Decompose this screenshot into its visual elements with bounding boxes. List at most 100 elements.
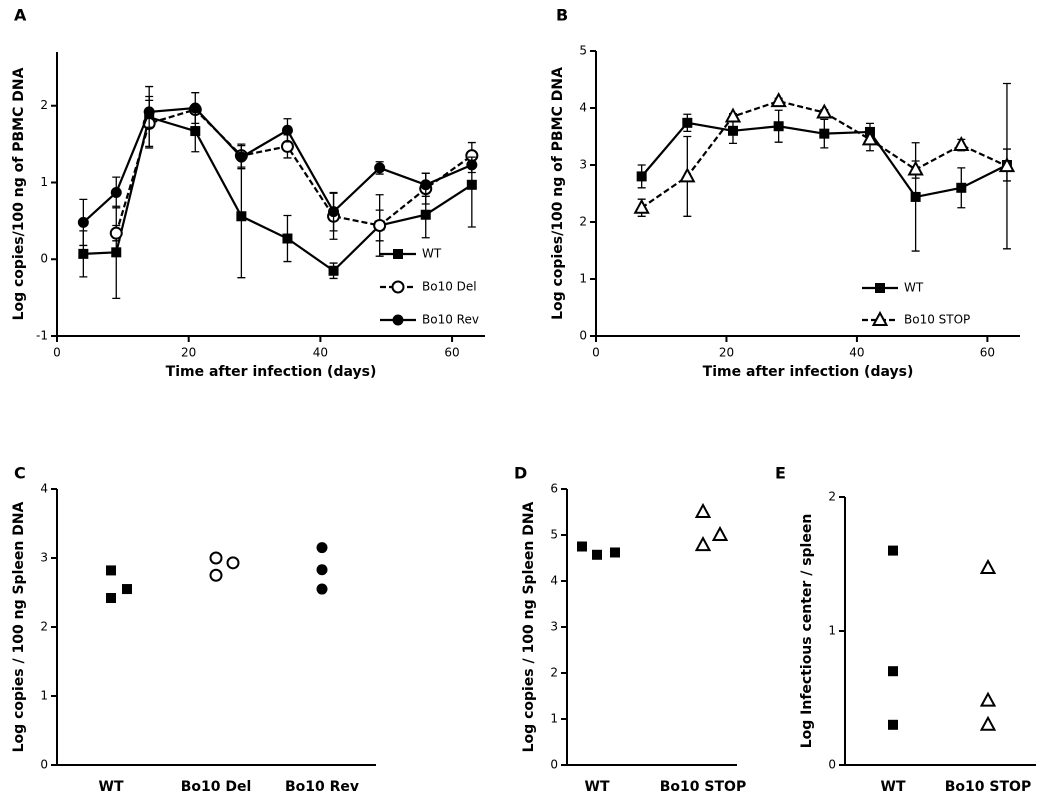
data-point [711,525,729,541]
x-tick-label: 0 [592,346,600,360]
data-point [209,568,223,582]
data-point [679,167,696,183]
legend-label: Bo10 Del [422,280,477,294]
legend-label: WT [904,281,924,295]
y-axis-title: Log copies / 100 ng Spleen DNA [521,501,537,752]
x-axis-title: Time after infection (days) [703,364,914,380]
y-tick-label: 3 [579,158,587,172]
series-line [115,108,473,234]
data-point [209,551,223,565]
y-tick-label: 2 [828,490,836,504]
data-point [110,186,122,198]
y-tick-label: 3 [550,620,558,634]
legend-marker [392,314,404,326]
data-point [316,542,328,554]
data-point [592,549,602,560]
y-tick-label: 0 [550,758,558,772]
panel-label: C [14,464,26,483]
x-tick-label: 20 [719,346,734,360]
y-axis-title: Log copies/100 ng of PBMC DNA [550,67,566,320]
panel-label: D [514,464,527,483]
panel-label: B [556,6,568,25]
series-line [82,106,473,224]
legend-marker [393,249,403,259]
data-point [466,179,477,190]
data-point [861,130,879,146]
legend-marker [391,280,405,294]
data-point [998,157,1016,173]
data-point [682,117,693,128]
y-tick-label: 1 [828,624,836,638]
x-tick-label: Bo10 STOP [945,779,1031,795]
data-point [316,564,328,576]
data-point [282,233,293,244]
data-point [374,162,386,174]
data-point [816,103,833,119]
y-tick-label: 0 [40,758,48,772]
y-tick-label: 5 [579,44,587,58]
data-point [373,218,387,232]
data-point [724,107,742,123]
y-tick-label: -1 [36,329,48,343]
data-point [610,547,620,558]
data-point [979,691,997,707]
data-point [979,715,997,731]
y-tick-label: 5 [550,528,558,542]
data-point [420,209,431,220]
data-point [78,248,89,259]
data-point [143,106,155,118]
data-point [633,198,650,214]
x-tick-label: Bo10 STOP [660,779,746,795]
y-tick-label: 6 [550,482,558,496]
x-tick-label: WT [881,779,906,795]
series-line [83,115,473,273]
data-point [106,565,116,576]
y-tick-label: 2 [40,620,48,634]
data-point [953,135,970,152]
x-tick-label: WT [585,779,610,795]
y-tick-label: 3 [40,551,48,565]
data-point [888,545,898,556]
data-point [577,541,587,552]
y-tick-label: 4 [40,482,48,496]
y-axis-title: Log Infectious center / spleen [799,514,815,749]
x-tick-label: Bo10 Del [181,779,252,795]
x-tick-label: WT [99,779,124,795]
data-point [236,211,247,222]
data-point [770,92,787,108]
data-point [907,160,924,176]
y-axis-title: Log copies/100 ng of PBMC DNA [11,67,27,320]
data-point [281,124,293,136]
y-tick-label: 4 [579,101,587,115]
legend-marker [875,283,885,293]
y-tick-label: 4 [550,574,558,588]
data-point [979,558,997,575]
x-tick-label: 60 [444,346,459,360]
data-point [636,171,647,182]
legend-marker [871,310,889,326]
y-tick-label: 0 [828,758,836,772]
data-point [888,666,898,677]
y-axis-title: Log copies / 100 ng Spleen DNA [11,501,27,752]
data-point [77,216,89,228]
y-tick-label: 1 [40,689,48,703]
data-point [111,247,122,258]
data-point [819,128,830,139]
data-point [280,139,294,153]
data-point [727,125,738,136]
x-tick-label: 20 [181,346,196,360]
data-point [189,102,201,114]
x-axis-title: Time after infection (days) [166,364,377,380]
y-tick-label: 0 [40,252,48,266]
panel-label: E [775,464,786,483]
legend-label: Bo10 Rev [422,313,479,327]
x-tick-label: Bo10 Rev [285,779,359,795]
data-point [466,159,478,171]
y-tick-label: 0 [579,329,587,343]
data-point [773,121,784,132]
data-point [190,126,201,137]
data-point [420,179,432,191]
x-tick-label: 60 [980,346,995,360]
data-point [106,593,116,604]
